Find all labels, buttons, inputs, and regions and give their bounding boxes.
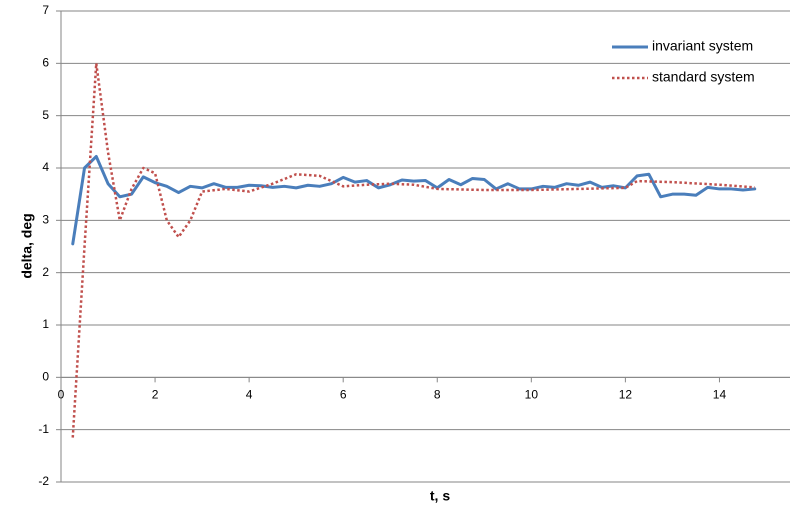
x-tick-label: 12 [619, 388, 633, 402]
x-axis-title: t, s [430, 488, 450, 504]
x-tick-label: 0 [58, 388, 65, 402]
y-tick-label: 5 [42, 108, 49, 122]
y-tick-label: -2 [38, 474, 49, 488]
y-axis-title: delta, deg [19, 213, 35, 278]
legend-label: invariant system [652, 38, 753, 54]
x-tick-label: 4 [246, 388, 253, 402]
y-tick-label: 2 [42, 265, 49, 279]
x-tick-label: 8 [434, 388, 441, 402]
series-line [71, 62, 755, 438]
x-tick-label: 10 [525, 388, 539, 402]
y-tick-label: 3 [42, 213, 49, 227]
x-tick-label: 2 [152, 388, 159, 402]
legend-label: standard system [652, 69, 755, 85]
x-tick-label: 14 [713, 388, 727, 402]
y-tick-label: 6 [42, 56, 49, 70]
y-tick-label: 4 [42, 160, 49, 174]
x-tick-label: 6 [340, 388, 347, 402]
y-tick-label: 1 [42, 317, 49, 331]
y-tick-label: -1 [38, 422, 49, 436]
y-tick-label: 7 [42, 3, 49, 17]
y-tick-label: 0 [42, 370, 49, 384]
series-line [71, 154, 757, 246]
